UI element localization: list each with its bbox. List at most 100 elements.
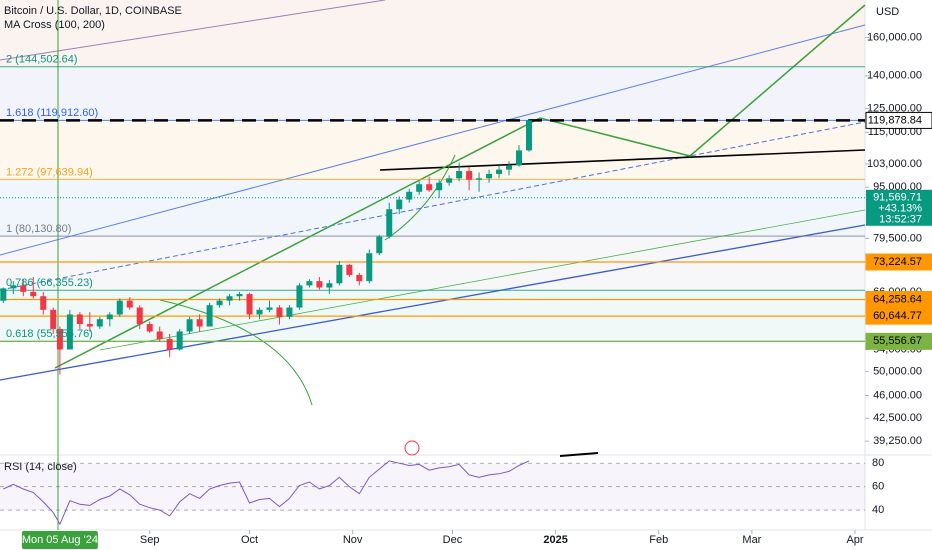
y-tick-label: 125,000.00 bbox=[867, 102, 922, 114]
fib-label: 0.786 (66,355.23) bbox=[6, 277, 93, 289]
candle-body bbox=[196, 319, 203, 327]
candle-body bbox=[316, 281, 323, 288]
candle-body bbox=[366, 253, 373, 282]
y-tick-label: 50,000.00 bbox=[873, 366, 922, 378]
candle-body bbox=[476, 178, 483, 180]
candle-body bbox=[486, 173, 493, 179]
y-tick-label: 42,500.00 bbox=[873, 412, 922, 424]
fib-label: 1 (80,130.80) bbox=[6, 223, 71, 235]
candle-body bbox=[456, 171, 463, 179]
candle-body bbox=[466, 171, 473, 180]
x-tick-label: Nov bbox=[343, 534, 363, 546]
candle-body bbox=[146, 324, 153, 332]
y-tick-label: 103,000.00 bbox=[867, 158, 922, 170]
x-tick-label: Apr bbox=[846, 534, 863, 546]
rsi-tick-label: 40 bbox=[872, 504, 884, 516]
candle-body bbox=[216, 300, 223, 306]
last-price-countdown: 13:52:37 bbox=[879, 214, 922, 226]
y-tick-label: 140,000.00 bbox=[867, 70, 922, 82]
candle-body bbox=[206, 305, 213, 327]
price-badge-label: 55,556.67 bbox=[873, 335, 922, 347]
candle-body bbox=[176, 331, 183, 350]
last-price-change: +43.13% bbox=[878, 203, 922, 215]
x-tick-label: Oct bbox=[241, 534, 258, 546]
candle-body bbox=[356, 274, 363, 282]
candle-body bbox=[326, 283, 333, 288]
candle-body bbox=[296, 285, 303, 308]
candle-body bbox=[96, 319, 103, 327]
candle-body bbox=[66, 314, 73, 350]
candle-body bbox=[76, 314, 83, 325]
candle-body bbox=[236, 294, 243, 297]
fib-label: 2 (144,502.64) bbox=[6, 54, 78, 66]
x-tick-label: Mar bbox=[742, 534, 761, 546]
currency: USD bbox=[876, 6, 899, 18]
price-badge-label: 60,644.77 bbox=[873, 310, 922, 322]
candle-body bbox=[506, 165, 513, 170]
crosshair-label: Mon 05 Aug '24 bbox=[22, 534, 98, 546]
candle-body bbox=[40, 296, 47, 310]
candle-body bbox=[416, 184, 423, 192]
price-badge-label: 73,224.57 bbox=[873, 256, 922, 268]
candle-body bbox=[166, 339, 173, 350]
price-badge bbox=[865, 291, 932, 309]
indicator-name: MA Cross (100, 200) bbox=[4, 19, 105, 31]
x-tick-label: Sep bbox=[140, 534, 160, 546]
drawings bbox=[0, 0, 866, 457]
candle-body bbox=[136, 307, 143, 325]
candle-body bbox=[396, 199, 403, 210]
candle-body bbox=[446, 178, 453, 183]
candle-body bbox=[516, 150, 522, 166]
candle-body bbox=[116, 300, 123, 315]
price-badge bbox=[865, 253, 932, 271]
candle-body bbox=[306, 281, 313, 286]
candle-body bbox=[256, 309, 263, 315]
candle-body bbox=[0, 288, 7, 301]
candle-body bbox=[346, 264, 353, 275]
price-badge bbox=[865, 307, 932, 325]
candle-body bbox=[10, 285, 17, 289]
price-badge bbox=[865, 111, 932, 129]
candle-body bbox=[20, 285, 27, 292]
last-price-badge bbox=[866, 189, 932, 226]
candle-body bbox=[496, 169, 503, 174]
x-tick-label: Feb bbox=[649, 534, 668, 546]
candle-body bbox=[50, 309, 57, 329]
rsi-tick-label: 80 bbox=[872, 457, 884, 469]
fib-label: 1.272 (97,639.94) bbox=[6, 166, 93, 178]
title: Bitcoin / U.S. Dollar, 1D, COINBASE bbox=[4, 5, 182, 17]
last-price-label: 91,569.71 bbox=[873, 192, 922, 204]
y-tick-label: 46,000.00 bbox=[873, 389, 922, 401]
candle-body bbox=[426, 184, 433, 191]
y-tick-label: 115,000.00 bbox=[868, 126, 922, 138]
candle-body bbox=[276, 307, 283, 317]
candle-body bbox=[56, 328, 63, 350]
x-tick-label: Dec bbox=[443, 534, 463, 546]
x-tick-label: 2025 bbox=[543, 534, 567, 546]
rsi-title: RSI (14, close) bbox=[4, 461, 77, 473]
candle-body bbox=[30, 291, 37, 297]
price-badge bbox=[865, 332, 932, 350]
candle-body bbox=[246, 294, 253, 315]
y-tick-label: 79,500.00 bbox=[873, 232, 922, 244]
price-badge-label: 64,258.64 bbox=[873, 293, 922, 305]
candle-body bbox=[156, 331, 163, 340]
candle-body bbox=[126, 300, 133, 308]
candle-body bbox=[226, 296, 233, 301]
rsi-tick-label: 60 bbox=[872, 481, 884, 493]
candle-body bbox=[266, 307, 273, 310]
candle-body bbox=[376, 236, 383, 254]
fib-label: 1.618 (119,912.60) bbox=[6, 107, 98, 119]
candle-body bbox=[436, 182, 443, 191]
candle-body bbox=[286, 307, 293, 317]
candle-body bbox=[386, 209, 393, 237]
fib-label: 0.618 (55,556.76) bbox=[6, 328, 93, 340]
candle-body bbox=[406, 191, 413, 200]
rsi-line bbox=[3, 460, 530, 526]
candle-body bbox=[106, 314, 113, 320]
y-tick-label: 160,000.00 bbox=[867, 31, 922, 43]
crosshair-badge bbox=[21, 531, 98, 549]
price-badge-label: 119,878.84 bbox=[868, 114, 922, 126]
y-tick-label: 39,250.00 bbox=[873, 435, 922, 447]
